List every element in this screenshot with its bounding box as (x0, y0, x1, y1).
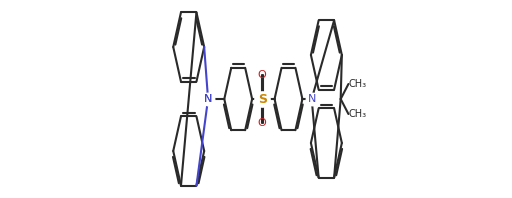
Text: CH₃: CH₃ (349, 79, 367, 89)
Text: N: N (308, 94, 316, 104)
Text: S: S (258, 92, 267, 106)
Text: O: O (258, 70, 267, 80)
Text: N: N (204, 94, 212, 104)
Text: N: N (204, 94, 212, 104)
Text: CH₃: CH₃ (349, 109, 367, 119)
Text: O: O (258, 118, 267, 128)
